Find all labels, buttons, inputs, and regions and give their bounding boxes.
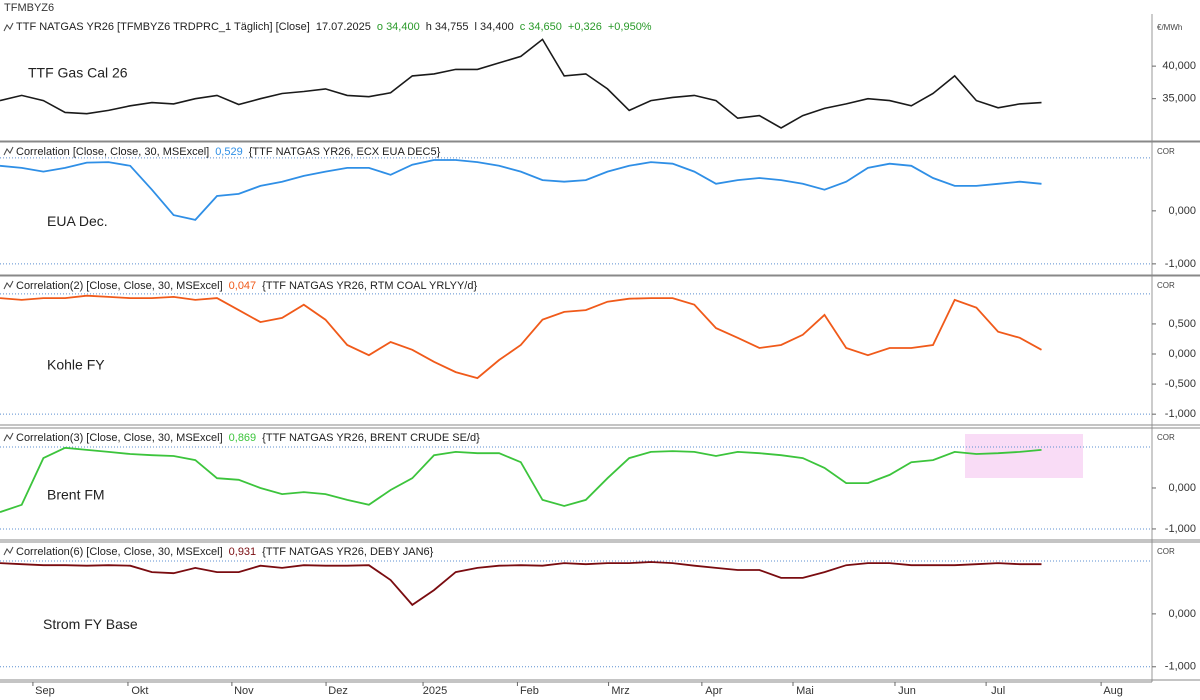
pane-label: Kohle FY (47, 357, 105, 373)
y-tick-label: 35,000 (1162, 93, 1196, 105)
header-part: 0,529 (215, 146, 243, 158)
indicator-icon (3, 280, 14, 290)
header-part: {TTF NATGAS YR26, RTM COAL YRLYY/d} (262, 280, 477, 292)
pane-header: Correlation(3) [Close, Close, 30, MSExce… (16, 432, 480, 444)
series-line (0, 561, 1042, 607)
axis-unit: COR (1157, 281, 1175, 290)
x-tick-label: Nov (234, 685, 254, 697)
indicator-icon (3, 22, 14, 32)
header-part: +0,950% (608, 21, 652, 33)
header-part: {TTF NATGAS YR26, ECX EUA DEC5} (249, 146, 441, 158)
pane-label: Brent FM (47, 486, 105, 502)
x-tick-label: 2025 (423, 685, 447, 697)
y-tick-label: -1,000 (1165, 661, 1196, 673)
x-tick-label: Feb (520, 685, 539, 697)
y-tick-label: -1,000 (1165, 408, 1196, 420)
series-line (0, 294, 1042, 380)
pane-header: Correlation(2) [Close, Close, 30, MSExce… (16, 280, 477, 292)
header-part: TTF NATGAS YR26 [TFMBYZ6 TRDPRC_1 Täglic… (16, 21, 310, 33)
indicator-icon (3, 432, 14, 442)
x-tick-label: Sep (35, 685, 55, 697)
header-part: Correlation(2) [Close, Close, 30, MSExce… (16, 280, 223, 292)
y-tick-label: 0,000 (1168, 482, 1196, 494)
pane-label: TTF Gas Cal 26 (28, 65, 128, 81)
series-line (0, 38, 1042, 129)
x-tick-label: Aug (1103, 685, 1123, 697)
axis-unit: COR (1157, 547, 1175, 556)
y-tick-label: -1,000 (1165, 258, 1196, 270)
y-tick-label: 0,000 (1168, 348, 1196, 360)
header-part: 0,869 (229, 432, 257, 444)
header-part: +0,326 (568, 21, 602, 33)
symbol: TFMBYZ6 (4, 2, 54, 14)
header-part: {TTF NATGAS YR26, BRENT CRUDE SE/d} (262, 432, 480, 444)
indicator-icon (3, 546, 14, 556)
header-part: Correlation [Close, Close, 30, MSExcel] (16, 146, 209, 158)
x-tick-label: Jun (898, 685, 916, 697)
header-part: 17.07.2025 (316, 21, 371, 33)
header-part: o 34,400 (377, 21, 420, 33)
series-line (0, 159, 1042, 221)
header-part: Correlation(6) [Close, Close, 30, MSExce… (16, 546, 223, 558)
header-part: c 34,650 (520, 21, 562, 33)
y-tick-label: 0,500 (1168, 318, 1196, 330)
y-tick-label: 0,000 (1168, 608, 1196, 620)
pane-label: EUA Dec. (47, 213, 108, 229)
x-tick-label: Okt (131, 685, 148, 697)
pane-header: Correlation(6) [Close, Close, 30, MSExce… (16, 546, 434, 558)
pane-header: Correlation [Close, Close, 30, MSExcel] 0… (16, 146, 441, 158)
x-tick-label: Mai (796, 685, 814, 697)
header-part: Correlation(3) [Close, Close, 30, MSExce… (16, 432, 223, 444)
pane-header: TTF NATGAS YR26 [TFMBYZ6 TRDPRC_1 Täglic… (16, 21, 652, 33)
header-part: h 34,755 (426, 21, 469, 33)
y-tick-label: -0,500 (1165, 378, 1196, 390)
axis-unit: €/MWh (1157, 23, 1182, 32)
y-tick-label: -1,000 (1165, 523, 1196, 535)
x-tick-label: Mrz (611, 685, 629, 697)
indicator-icon (3, 146, 14, 156)
axis-unit: COR (1157, 147, 1175, 156)
series-line (0, 446, 1042, 513)
header-part: {TTF NATGAS YR26, DEBY JAN6} (262, 546, 433, 558)
header-part: l 34,400 (475, 21, 514, 33)
header-part: 0,931 (229, 546, 257, 558)
highlight-box (965, 434, 1083, 478)
axis-unit: COR (1157, 433, 1175, 442)
y-tick-label: 40,000 (1162, 60, 1196, 72)
x-tick-label: Dez (328, 685, 348, 697)
header-part: 0,047 (229, 280, 257, 292)
y-tick-label: 0,000 (1168, 205, 1196, 217)
pane-label: Strom FY Base (43, 616, 138, 632)
x-tick-label: Apr (705, 685, 722, 697)
x-tick-label: Jul (991, 685, 1005, 697)
